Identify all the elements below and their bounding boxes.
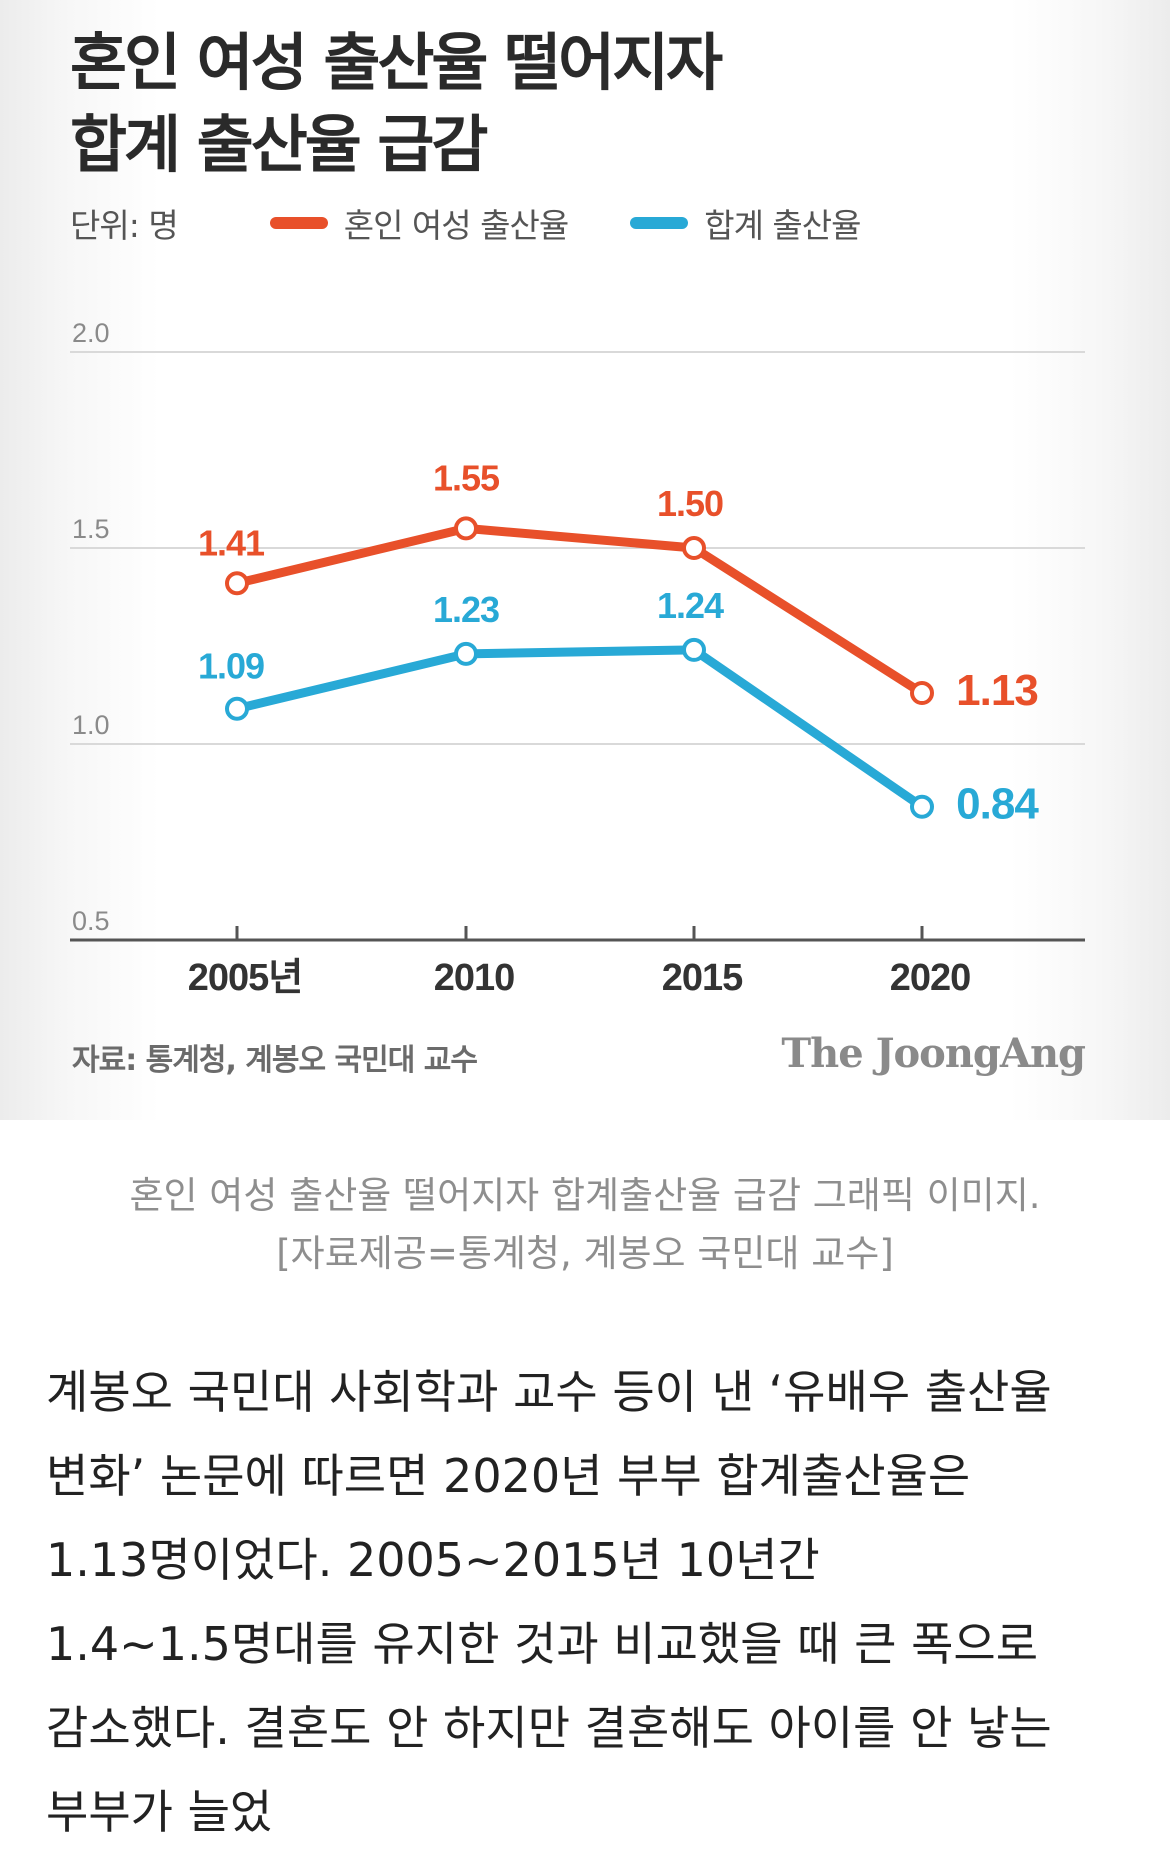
data-point bbox=[682, 536, 706, 560]
legend-swatch-married bbox=[269, 217, 328, 229]
data-point bbox=[454, 516, 478, 541]
chart-title-line2: 합계 출산율 급감 bbox=[70, 108, 488, 181]
data-label: 1.09 bbox=[198, 646, 264, 687]
infographic: 혼인 여성 출산율 떨어지자 합계 출산율 급감 단위: 명 혼인 여성 출산율… bbox=[0, 0, 1170, 1120]
y-tick-label: 2.0 bbox=[72, 318, 110, 348]
series-line bbox=[232, 523, 927, 698]
data-label: 1.24 bbox=[657, 585, 724, 626]
unit-label: 단위: 명 bbox=[70, 206, 179, 245]
x-tick-label: 2010 bbox=[434, 957, 515, 999]
data-point bbox=[454, 641, 478, 666]
data-point bbox=[910, 794, 934, 819]
y-tick-label: 0.5 bbox=[72, 906, 110, 936]
chart-title: 혼인 여성 출산율 떨어지자 합계 출산율 급감 bbox=[70, 22, 970, 186]
legend-item-married: 혼인 여성 출산율 bbox=[269, 199, 569, 247]
data-label: 1.13 bbox=[956, 666, 1038, 715]
data-label: 1.41 bbox=[198, 522, 265, 563]
article-paragraph: 계봉오 국민대 사회학과 교수 등이 낸 ‘유배우 출산율 변화’ 논문에 따르… bbox=[46, 1365, 1052, 1839]
data-label: 1.55 bbox=[433, 457, 500, 498]
caption-line1: 혼인 여성 출산율 떨어지자 합계출산율 급감 그래픽 이미지. bbox=[129, 1174, 1041, 1217]
data-point bbox=[225, 571, 249, 596]
line-chart: 2.0 1.5 1.0 0.5 2005년 2010 2015 2020 1.41 1.55 1.5… bbox=[70, 318, 1085, 999]
series-line bbox=[232, 645, 927, 812]
source-note: 자료: 통계청, 계봉오 국민대 교수 bbox=[72, 1043, 478, 1078]
caption-line2: [자료제공=통계청, 계봉오 국민대 교수] bbox=[276, 1232, 894, 1275]
data-label: 1.50 bbox=[657, 483, 723, 524]
data-point bbox=[225, 696, 249, 721]
x-tick-label: 2020 bbox=[890, 957, 971, 999]
image-caption: 혼인 여성 출산율 떨어지자 합계출산율 급감 그래픽 이미지. [자료제공=통… bbox=[0, 1167, 1170, 1283]
x-tick-label: 2015 bbox=[662, 957, 743, 999]
x-tick-label: 2005년 bbox=[188, 957, 303, 999]
data-label: 0.84 bbox=[956, 780, 1039, 829]
legend-swatch-total bbox=[630, 217, 689, 229]
data-point bbox=[682, 637, 706, 662]
chart-title-line1: 혼인 여성 출산율 떨어지자 bbox=[70, 26, 723, 99]
data-point bbox=[910, 681, 934, 706]
brand-logo: The JoongAng bbox=[781, 1030, 1086, 1077]
data-label: 1.23 bbox=[433, 589, 499, 630]
legend-item-total: 합계 출산율 bbox=[630, 199, 862, 247]
y-tick-label: 1.5 bbox=[72, 514, 110, 544]
y-tick-label: 1.0 bbox=[72, 710, 110, 740]
legend: 단위: 명 혼인 여성 출산율 합계 출산율 bbox=[70, 200, 923, 246]
legend-label-total: 합계 출산율 bbox=[704, 206, 861, 245]
legend-label-married: 혼인 여성 출산율 bbox=[343, 206, 569, 245]
